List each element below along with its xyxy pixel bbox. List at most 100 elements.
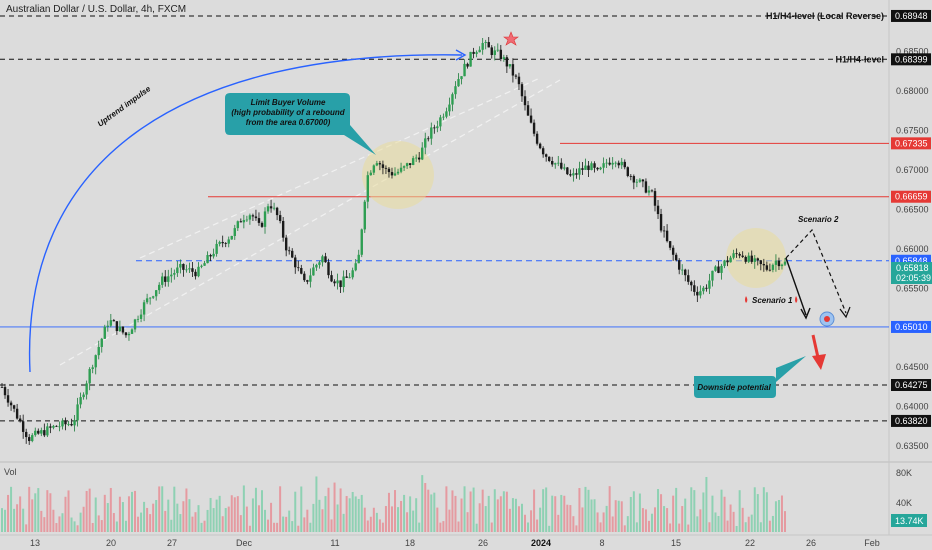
volume-bar xyxy=(152,503,155,532)
level-badge[interactable] xyxy=(891,9,931,22)
downside-callout[interactable] xyxy=(694,356,806,398)
candle-body xyxy=(372,165,376,173)
volume-bar xyxy=(94,497,97,532)
volume-bar xyxy=(351,491,354,532)
candle-body xyxy=(245,219,249,221)
volume-bar xyxy=(106,503,109,532)
volume-bar xyxy=(741,507,744,532)
candle-body xyxy=(433,127,436,129)
volume-bar xyxy=(599,522,602,532)
candle-body xyxy=(79,397,82,405)
chart-title: Australian Dollar / U.S. Dollar, 4h, FXC… xyxy=(6,4,186,15)
volume-bar xyxy=(182,501,185,532)
candle-body xyxy=(439,117,442,127)
buyer-callout[interactable] xyxy=(225,93,376,155)
volume-bar xyxy=(575,525,578,532)
scenario2-label: Scenario 2 xyxy=(798,215,839,224)
candle-body xyxy=(575,173,578,175)
candle-body xyxy=(263,211,267,227)
volume-bar xyxy=(720,489,723,532)
time-axis[interactable]: 13 20 27 Dec 11 18 26 2024 8 15 22 26 Feb xyxy=(30,538,880,548)
candle-body xyxy=(635,181,639,183)
candle-body xyxy=(717,266,720,273)
candle-body xyxy=(653,191,657,206)
volume-bar xyxy=(566,504,569,532)
volume-bar xyxy=(563,495,566,532)
level-badge[interactable] xyxy=(891,53,931,66)
level-badge[interactable] xyxy=(891,379,931,391)
candle-body xyxy=(417,157,421,160)
candle-body xyxy=(85,383,88,395)
level-badge[interactable] xyxy=(891,190,931,203)
price-badges[interactable]: 0.68948 0.68399 0.67335 0.66659 0.65848 0.650… xyxy=(891,9,931,427)
candle-body xyxy=(309,275,312,282)
volume-bar xyxy=(780,495,783,532)
volume-bar xyxy=(327,487,330,532)
current-price-badge[interactable] xyxy=(891,262,932,284)
volume-bar xyxy=(297,525,300,532)
channel-line-upper[interactable] xyxy=(139,77,541,259)
candle-body xyxy=(136,318,140,320)
volume-bar xyxy=(291,521,294,532)
candle-body xyxy=(3,387,7,396)
horizontal-levels[interactable]: H1/H4-level (Local Reverse) H1/H4-level xyxy=(0,11,889,422)
volume-bar xyxy=(387,492,390,532)
candle-body xyxy=(502,57,506,60)
volume-bar xyxy=(675,487,678,532)
volume-bar xyxy=(254,487,257,532)
scenario2-arrow[interactable] xyxy=(785,228,847,314)
volume-bar xyxy=(339,488,342,532)
volume-bar xyxy=(657,489,660,532)
volume-bar xyxy=(25,524,28,532)
candle-body xyxy=(735,253,738,255)
level-badge[interactable] xyxy=(891,320,931,333)
level-badge[interactable] xyxy=(891,414,931,427)
volume-bar xyxy=(345,496,348,532)
candle-body xyxy=(64,420,67,425)
candle-body xyxy=(747,255,750,262)
time-tick-label: 20 xyxy=(106,538,116,548)
candle-body xyxy=(269,206,273,209)
volume-bar xyxy=(279,486,282,532)
level-badge[interactable] xyxy=(891,137,931,150)
candle-body xyxy=(442,116,445,118)
consolidation-ellipse[interactable] xyxy=(726,228,786,288)
candle-body xyxy=(424,138,427,148)
uptrend-arc[interactable] xyxy=(28,54,463,373)
candle-body xyxy=(726,260,729,263)
candle-body xyxy=(659,214,663,231)
volume-bar xyxy=(354,496,357,532)
candle-body xyxy=(566,167,569,175)
volume-bar xyxy=(460,498,463,532)
volume-current-badge[interactable] xyxy=(891,514,927,527)
time-tick-label: 13 xyxy=(30,538,40,548)
candle-body xyxy=(762,264,766,266)
candle-body xyxy=(756,258,759,261)
level-badge-value: 0.67335 xyxy=(895,138,928,148)
scenario1-arrow[interactable] xyxy=(785,257,807,316)
candle-body xyxy=(641,179,645,182)
volume-bar xyxy=(421,475,424,532)
candle-body xyxy=(106,325,110,327)
volume-bar xyxy=(747,516,750,532)
candle-body xyxy=(647,190,651,193)
volume-bar xyxy=(533,489,536,532)
channel-line-lower[interactable] xyxy=(59,79,561,366)
volume-bar xyxy=(70,517,73,532)
candle-body xyxy=(596,167,599,170)
candle-body xyxy=(587,165,590,171)
price-axis[interactable]: 0.63500 0.64000 0.64500 0.65500 0.66000 0.665… xyxy=(896,46,929,451)
level-badge[interactable] xyxy=(891,254,931,267)
candle-body xyxy=(720,265,723,273)
candle-body xyxy=(496,49,499,51)
volume-bar xyxy=(708,522,711,532)
candle-body xyxy=(517,76,521,85)
time-tick-label: 27 xyxy=(167,538,177,548)
volume-bar xyxy=(765,492,768,532)
volume-bar xyxy=(753,487,756,532)
candle-body xyxy=(275,207,279,216)
volume-bar xyxy=(97,515,100,532)
volume-bar xyxy=(348,498,351,532)
